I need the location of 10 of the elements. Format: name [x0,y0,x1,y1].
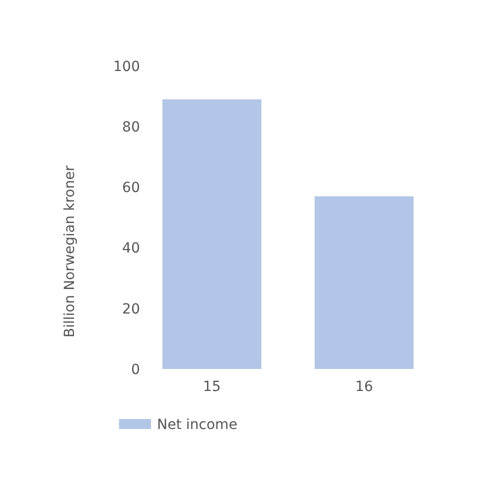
y-axis-title: Billion Norwegian kroner [62,165,78,338]
y-tick-label: 40 [122,240,140,257]
y-tick-label: 100 [113,58,140,75]
x-tick-label: 15 [202,379,221,395]
legend-label: Net income [157,416,238,433]
y-tick-label: 60 [122,180,140,196]
y-tick-label: 80 [122,120,140,136]
x-tick-label: 16 [355,379,374,395]
y-tick-label: 0 [131,362,140,378]
y-tick-label: 20 [122,301,140,318]
